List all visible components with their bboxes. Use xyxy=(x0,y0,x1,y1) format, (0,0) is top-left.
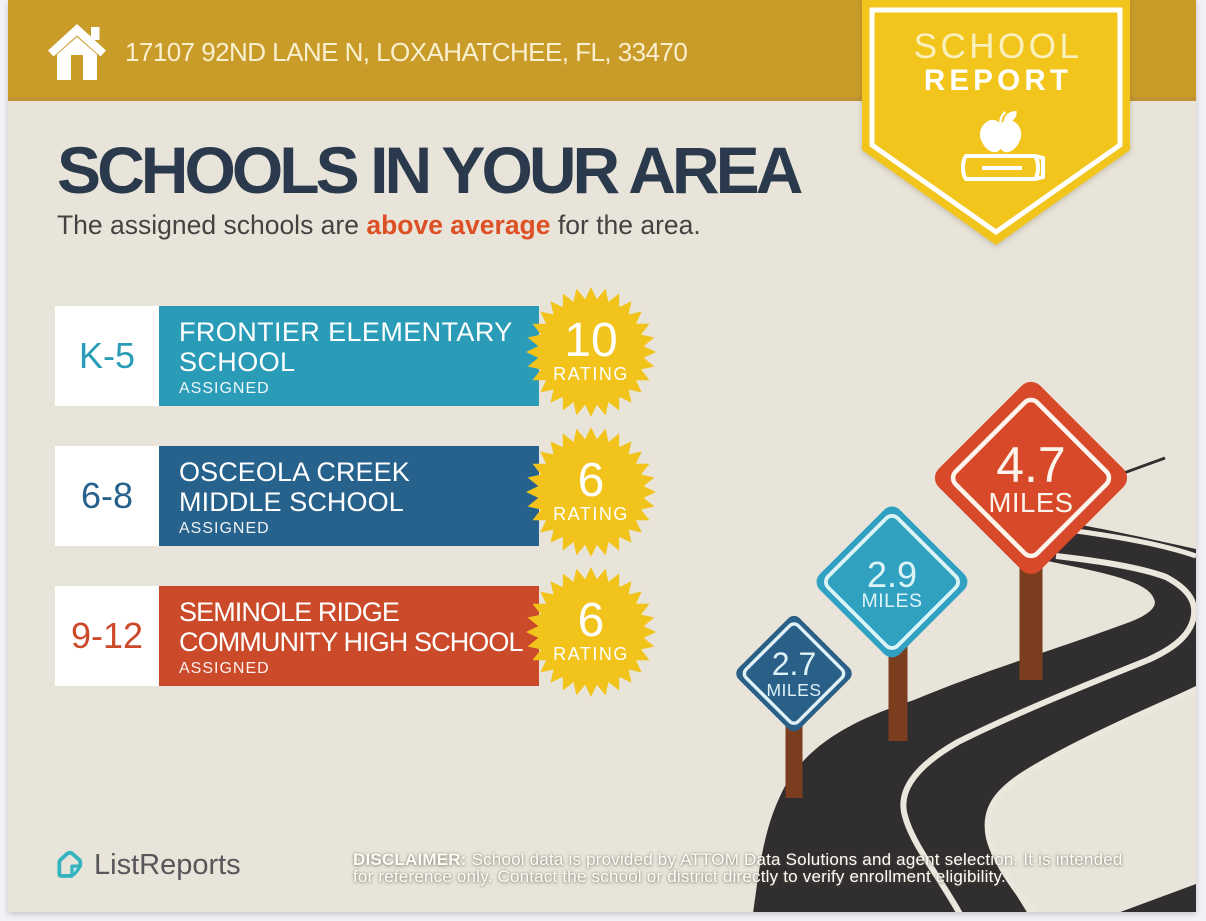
svg-text:2.7: 2.7 xyxy=(772,646,816,682)
svg-text:MILES: MILES xyxy=(988,487,1073,518)
svg-text:4.7: 4.7 xyxy=(996,437,1066,493)
svg-text:MILES: MILES xyxy=(766,680,821,700)
svg-text:2.9: 2.9 xyxy=(867,554,917,595)
svg-text:MILES: MILES xyxy=(861,590,922,612)
